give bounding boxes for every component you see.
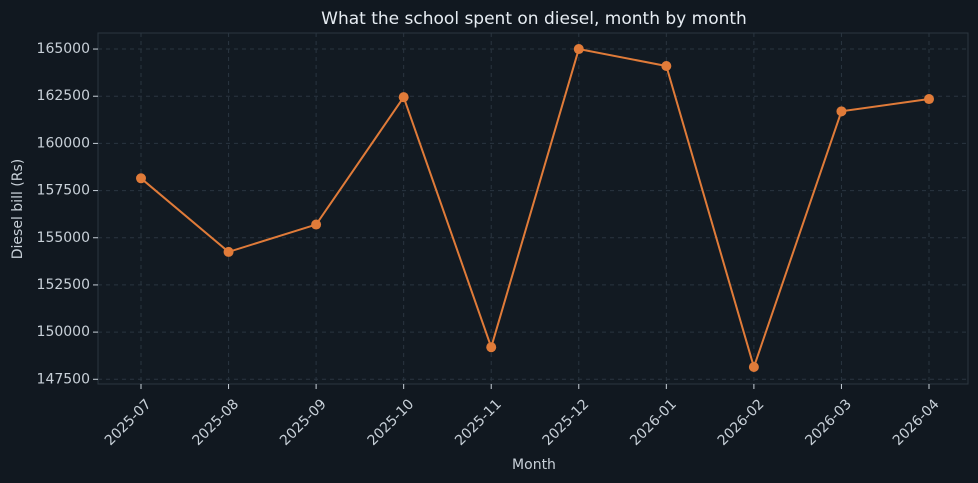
y-tick-label: 165000 [37,41,90,57]
marker [573,44,584,55]
marker [311,219,322,230]
y-tick-label: 160000 [37,135,90,151]
marker [661,61,672,72]
y-tick-label: 157500 [37,183,90,199]
line [140,47,930,371]
plot-area [97,32,969,385]
y-tick-label: 152500 [37,277,90,293]
marker [136,173,146,184]
y-tick-label: 147500 [37,371,90,387]
marker [398,92,409,103]
y-tick-label: 155000 [37,230,90,246]
x-axis-label: Month [512,457,556,473]
marker [486,342,497,353]
chart-title: What the school spent on diesel, month b… [321,9,747,29]
y-tick-label: 162500 [37,88,90,104]
marker [223,246,234,257]
marker [748,362,759,373]
y-axis-label: Diesel bill (Rs) [10,159,26,259]
marker [924,94,934,105]
marker [836,106,847,117]
y-tick-label: 150000 [37,324,90,340]
